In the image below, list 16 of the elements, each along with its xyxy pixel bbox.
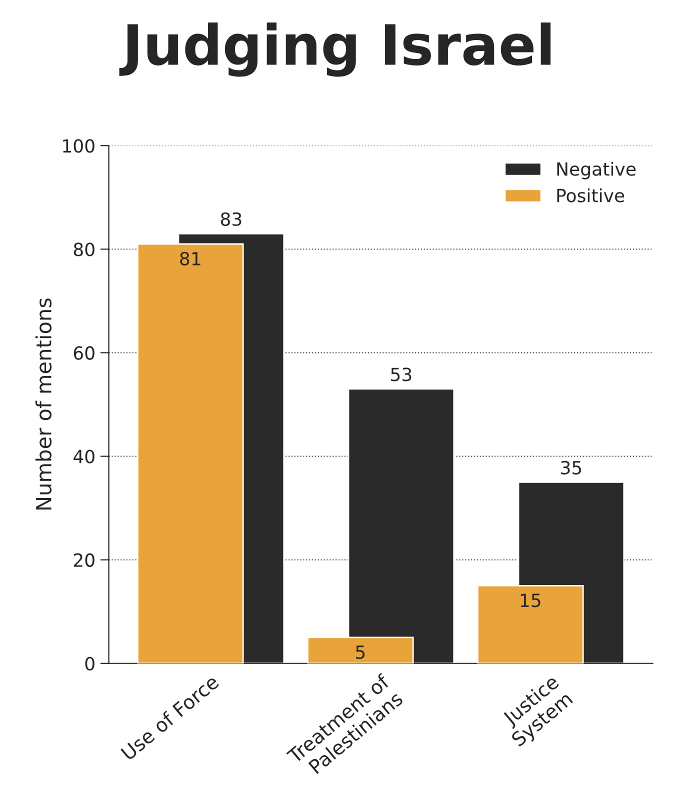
- y-tick-label: 80: [74, 242, 94, 256]
- y-tick-label: 100: [63, 139, 94, 153]
- data-label: 83: [220, 212, 242, 226]
- data-label: 5: [356, 646, 365, 659]
- data-label: 81: [180, 252, 200, 266]
- legend-label: Positive: [557, 188, 624, 202]
- y-tick-label: 40: [74, 450, 94, 464]
- data-label: 15: [520, 594, 540, 608]
- y-tick-label: 0: [85, 656, 94, 670]
- legend-label: Negative: [557, 162, 636, 180]
- y-tick-label: 20: [74, 553, 94, 567]
- y-axis-title: Number of mentions: [35, 298, 52, 510]
- y-tick-label: 60: [74, 346, 94, 360]
- data-label: 35: [561, 460, 582, 474]
- data-label: 53: [391, 368, 412, 382]
- chart-title: Judging Israel: [119, 22, 551, 77]
